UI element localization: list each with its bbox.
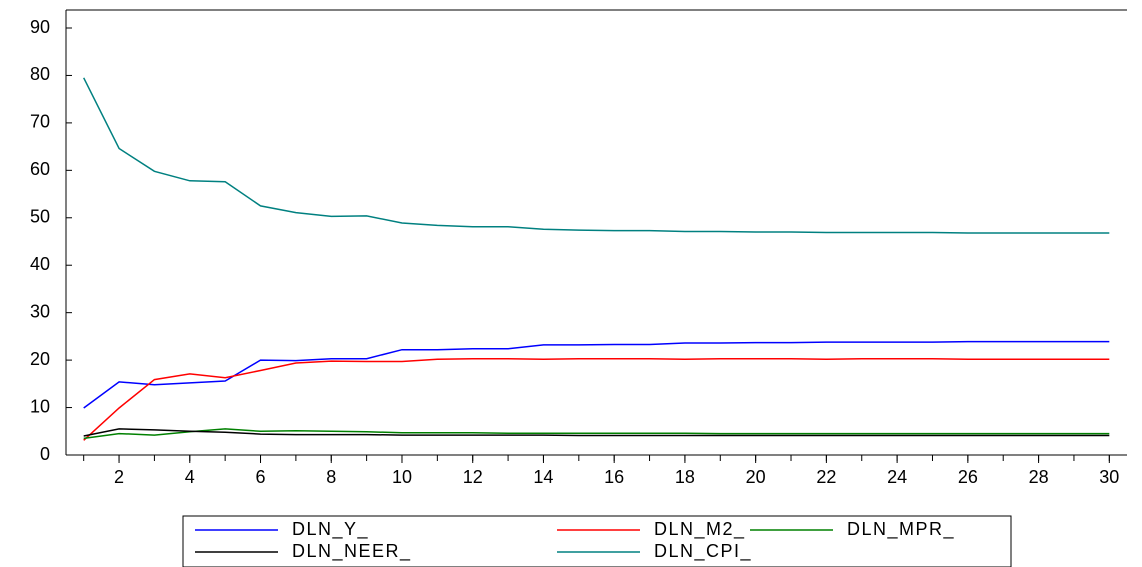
x-tick-label: 4: [185, 467, 195, 487]
y-tick-label: 40: [30, 254, 50, 274]
x-tick-label: 28: [1029, 467, 1049, 487]
y-tick-label: 10: [30, 396, 50, 416]
series-line: [83, 357, 1110, 441]
x-tick-label: 30: [1099, 467, 1119, 487]
y-tick-label: 80: [30, 64, 50, 84]
series-line: [83, 77, 1110, 234]
x-tick-label: 6: [256, 467, 266, 487]
legend-label: DLN_MPR_: [847, 519, 955, 540]
x-tick-label: 24: [887, 467, 907, 487]
y-tick-label: 50: [30, 207, 50, 227]
y-tick-label: 30: [30, 301, 50, 321]
x-tick-label: 2: [114, 467, 124, 487]
legend-label: DLN_M2_: [654, 519, 746, 540]
x-tick-label: 12: [463, 467, 483, 487]
series-line: [83, 428, 1110, 437]
series-line: [83, 340, 1110, 409]
y-tick-label: 60: [30, 159, 50, 179]
y-tick-label: 70: [30, 112, 50, 132]
y-tick-label: 0: [40, 444, 50, 464]
legend-label: DLN_Y_: [292, 519, 369, 540]
x-tick-label: 16: [604, 467, 624, 487]
series-line: [83, 428, 1110, 440]
legend-box: [182, 515, 1012, 567]
y-tick-label: 90: [30, 17, 50, 37]
x-tick-label: 10: [392, 467, 412, 487]
legend-label: DLN_NEER_: [292, 541, 412, 562]
x-tick-label: 8: [326, 467, 336, 487]
legend-label: DLN_CPI_: [654, 541, 752, 562]
x-tick-label: 20: [746, 467, 766, 487]
x-tick-label: 26: [958, 467, 978, 487]
y-tick-label: 20: [30, 349, 50, 369]
x-tick-label: 14: [533, 467, 553, 487]
x-tick-label: 18: [675, 467, 695, 487]
x-tick-label: 22: [816, 467, 836, 487]
